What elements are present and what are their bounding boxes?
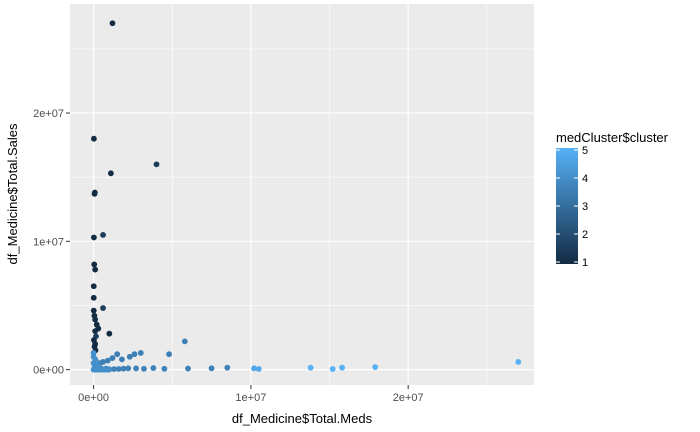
data-point xyxy=(90,294,97,301)
data-point xyxy=(515,359,522,365)
data-point xyxy=(104,357,111,364)
data-point xyxy=(153,161,160,168)
data-point xyxy=(161,365,168,372)
data-point xyxy=(90,350,97,356)
data-point xyxy=(90,307,97,314)
data-point xyxy=(114,351,121,358)
y-tick-label: 0e+00 xyxy=(33,365,64,377)
data-point xyxy=(255,366,262,372)
legend: medCluster$cluster 1 2 3 4 5 xyxy=(556,130,669,269)
legend-title: medCluster$cluster xyxy=(556,130,669,145)
data-point xyxy=(100,232,106,238)
legend-tick-label: 5 xyxy=(582,145,588,157)
data-point xyxy=(120,365,127,372)
data-point xyxy=(166,351,172,358)
data-point xyxy=(125,365,132,372)
legend-colorbar xyxy=(556,148,578,264)
data-point xyxy=(106,330,113,337)
data-point xyxy=(181,338,188,345)
data-point xyxy=(90,283,97,290)
legend-tick-label: 2 xyxy=(582,229,588,241)
legend-ticks: 1 2 3 4 5 xyxy=(556,145,588,269)
data-point xyxy=(131,351,138,358)
y-tick-label: 1e+07 xyxy=(33,236,64,248)
data-point xyxy=(111,366,117,372)
data-point xyxy=(91,261,98,268)
data-point xyxy=(91,190,98,197)
data-point xyxy=(224,364,231,371)
x-tick-label: 0e+00 xyxy=(78,392,109,404)
axes: 0e+00 1e+07 2e+07 0e+00 1e+07 2e+07 xyxy=(33,108,424,404)
data-point xyxy=(115,366,122,372)
data-points xyxy=(90,20,522,373)
data-point xyxy=(109,355,116,361)
data-point xyxy=(329,366,336,372)
x-tick-label: 1e+07 xyxy=(235,392,266,404)
data-point xyxy=(92,266,99,273)
data-point xyxy=(106,366,113,373)
data-point xyxy=(100,305,106,311)
data-point xyxy=(137,350,144,356)
x-tick-label: 2e+07 xyxy=(393,392,424,404)
y-tick-label: 2e+07 xyxy=(33,108,64,120)
data-point xyxy=(91,135,97,142)
data-point xyxy=(126,353,133,360)
data-point xyxy=(150,365,157,371)
y-axis-title: df_Medicine$Total.Sales xyxy=(5,123,20,264)
data-point xyxy=(92,328,99,335)
legend-tick-label: 4 xyxy=(582,173,588,185)
data-point xyxy=(109,20,116,27)
grid xyxy=(70,4,534,385)
data-point xyxy=(95,364,102,370)
data-point xyxy=(133,365,139,372)
data-point xyxy=(141,365,147,372)
x-axis-title: df_Medicine$Total.Meds xyxy=(232,411,373,426)
data-point xyxy=(92,316,99,323)
data-point xyxy=(307,364,314,371)
data-point xyxy=(339,364,346,371)
data-point xyxy=(93,359,100,365)
data-point xyxy=(185,365,191,372)
data-point xyxy=(372,364,379,370)
data-point xyxy=(208,365,215,372)
data-point xyxy=(119,356,125,363)
data-point xyxy=(251,365,257,372)
data-point xyxy=(107,170,114,177)
panel-background xyxy=(70,4,534,385)
legend-tick-label: 1 xyxy=(582,257,588,269)
data-point xyxy=(91,234,97,241)
legend-tick-label: 3 xyxy=(582,201,588,213)
